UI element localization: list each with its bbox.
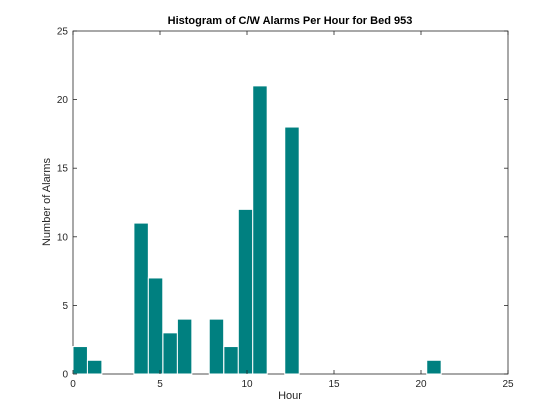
x-axis-label: Hour: [278, 390, 302, 402]
histogram-bar-2: [133, 222, 149, 375]
bars-layer: [72, 85, 442, 375]
y-tick-label: 25: [57, 27, 69, 38]
histogram-bar-0: [72, 346, 88, 375]
y-tick-label: 5: [62, 301, 68, 312]
histogram-bar-10: [284, 126, 300, 375]
y-tick-label: 15: [57, 164, 69, 175]
y-axis-label: Number of Alarms: [41, 157, 53, 246]
histogram-bar-9: [252, 85, 268, 375]
histogram-bar-3: [147, 277, 164, 375]
x-tick-label: 15: [328, 379, 340, 390]
x-tick-label: 0: [70, 379, 76, 390]
histogram-bar-5: [176, 318, 193, 375]
x-tick-label: 5: [157, 379, 163, 390]
histogram-bar-7: [223, 346, 239, 375]
histogram-bar-1: [86, 359, 103, 375]
y-tick-label: 0: [62, 370, 68, 381]
histogram-bar-4: [162, 332, 178, 375]
x-tick-label: 25: [502, 379, 514, 390]
x-tick-label: 10: [241, 379, 253, 390]
histogram-bar-6: [208, 318, 225, 375]
y-tick-label: 20: [57, 95, 69, 106]
chart-title: Histogram of C/W Alarms Per Hour for Bed…: [168, 15, 413, 27]
x-tick-label: 20: [415, 379, 427, 390]
histogram-bar-11: [426, 359, 442, 375]
ticks-layer: 0 5 10 15 20 25 0 5 10 15 20 25: [57, 27, 514, 391]
histogram-bar-8: [237, 208, 254, 375]
y-tick-label: 10: [57, 232, 69, 243]
